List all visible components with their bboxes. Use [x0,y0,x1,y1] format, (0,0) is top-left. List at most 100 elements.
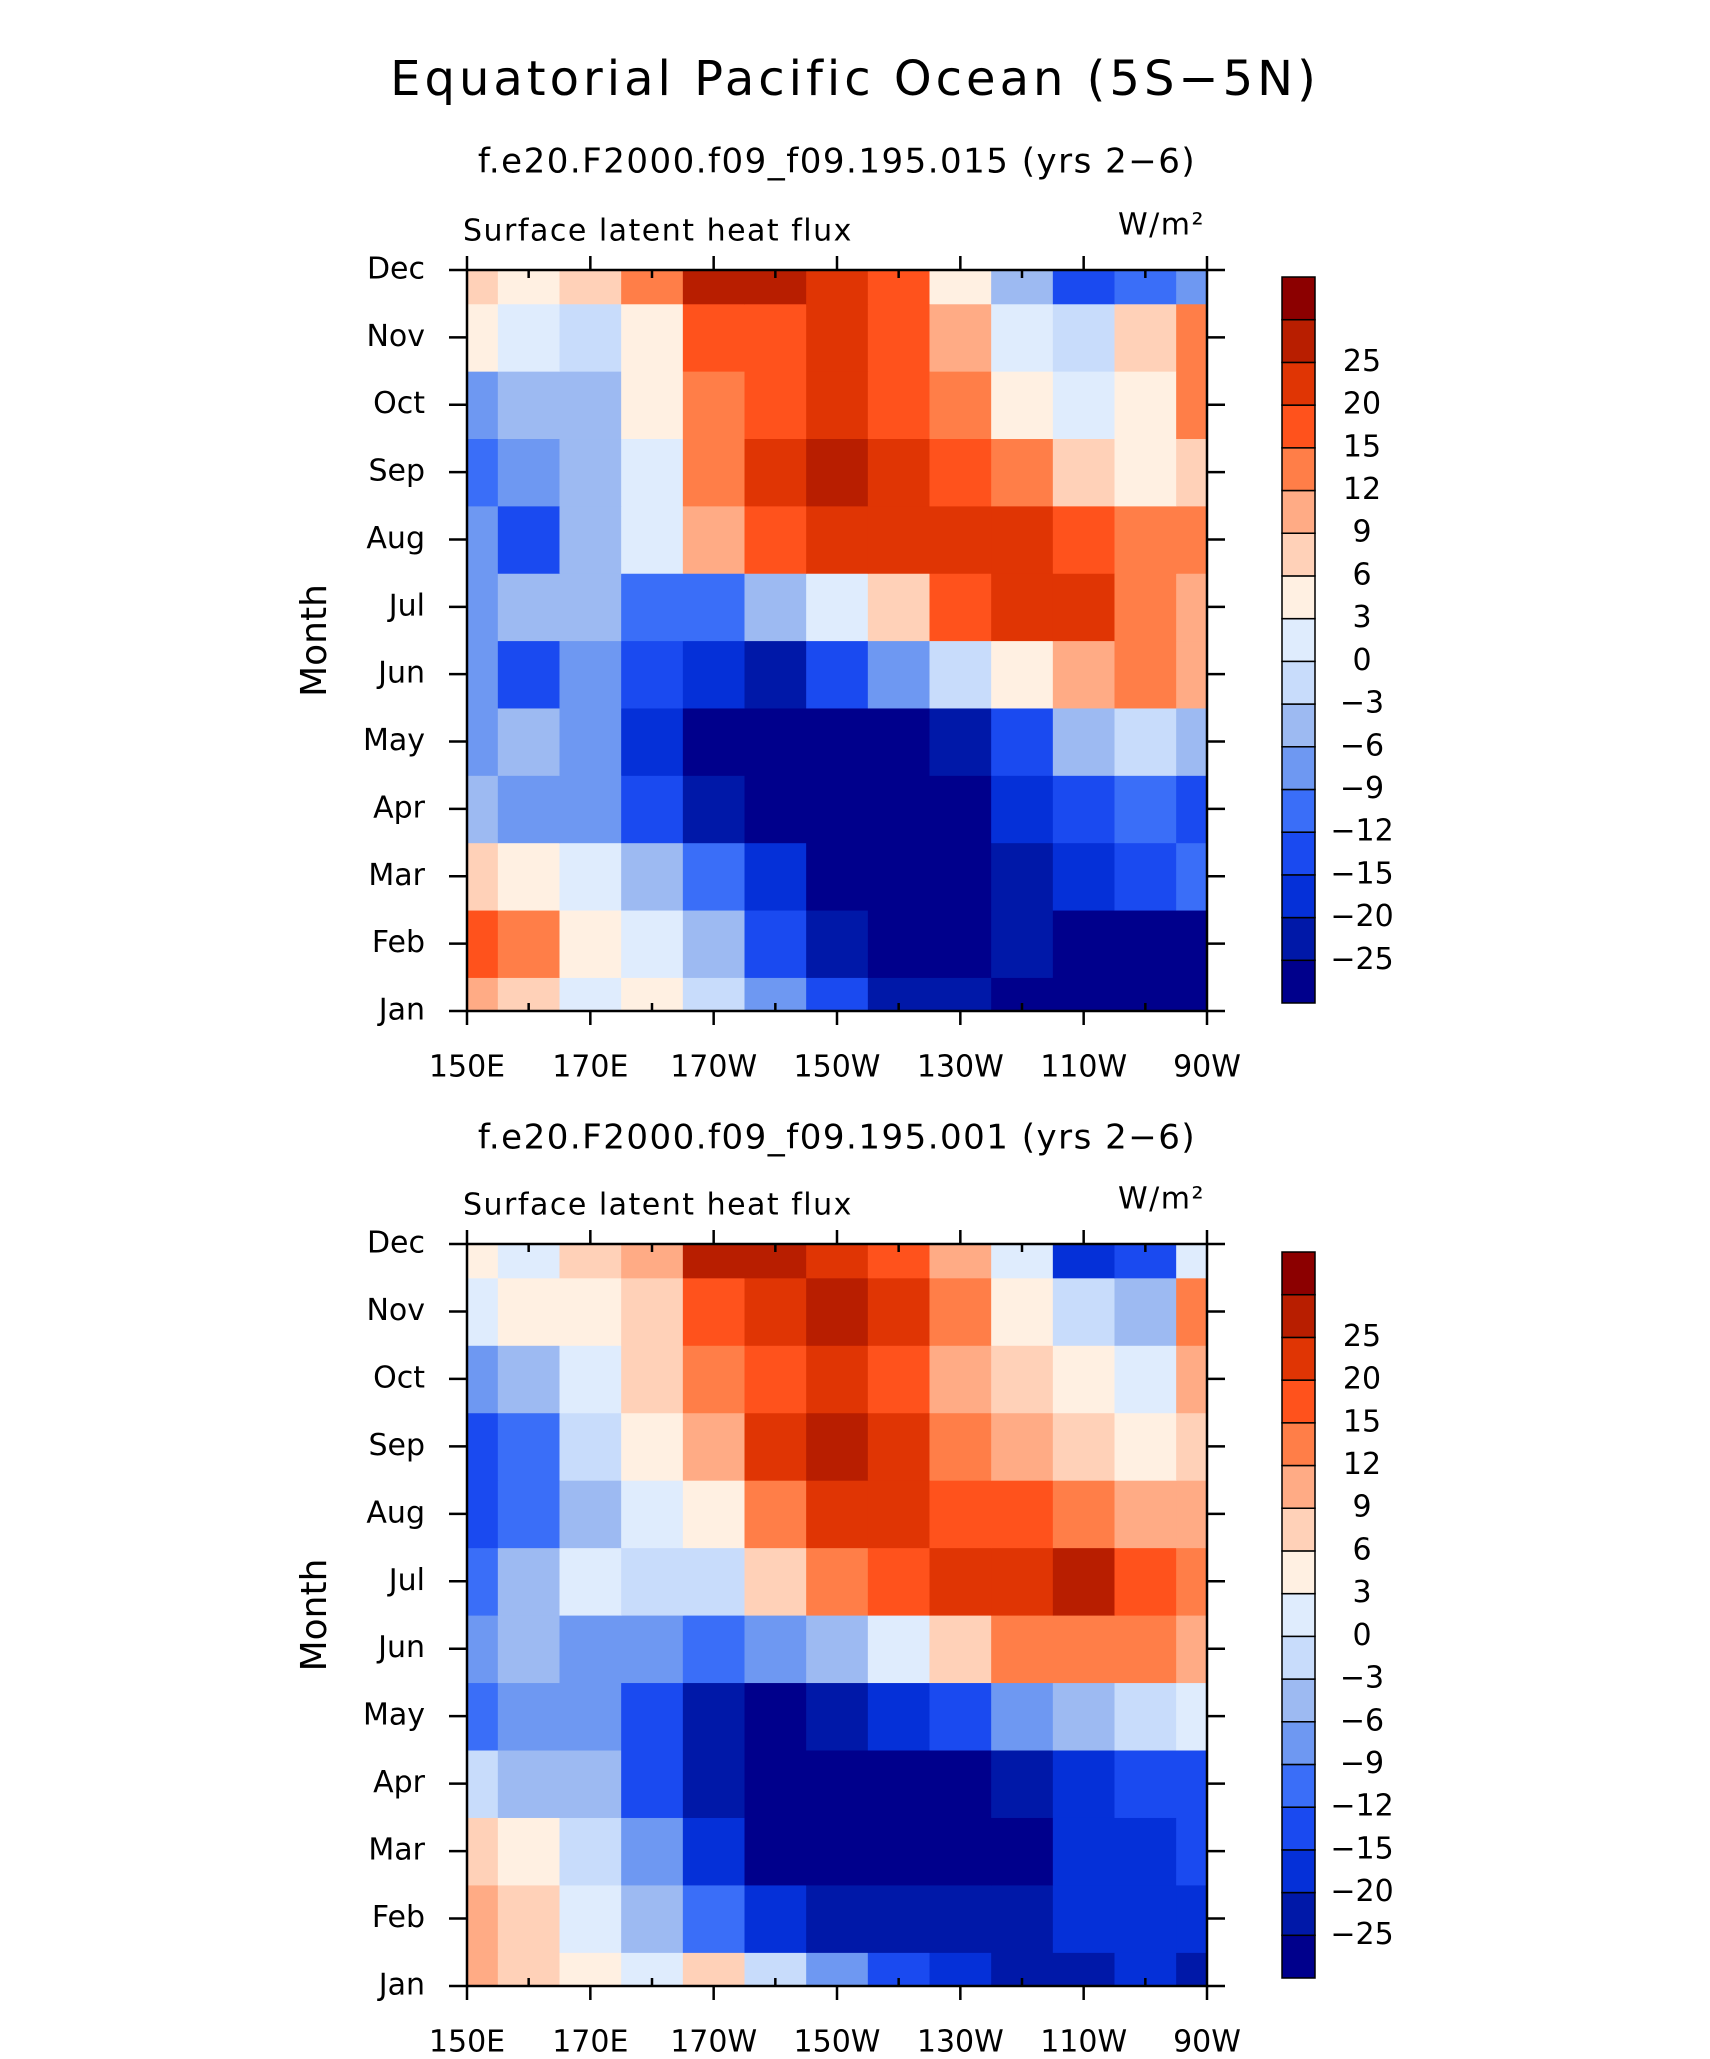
field-cell [867,1749,931,1818]
field-cell [929,1345,992,1414]
field-cell [621,438,684,507]
field-cell [497,303,561,372]
field-cell [1052,438,1116,507]
field-cell [467,1952,499,1986]
field-cell [497,438,561,507]
field-cell [1052,842,1116,911]
colorbar-box [1281,1251,1316,1296]
field-cell [991,1277,1054,1346]
field-cell [1176,640,1207,709]
colorbar-box [1281,1507,1316,1552]
y-tick-label: Nov [366,1293,425,1328]
field-cell [621,1615,684,1684]
colorbar-label: 15 [1343,1404,1381,1439]
x-tick-label: 130W [917,1050,1004,1085]
colorbar-box [1281,361,1316,406]
field-cell [867,1412,931,1481]
field-cell [1176,505,1207,574]
field-cell [1114,1884,1177,1953]
field-cell [497,842,561,911]
y-tick-label: Feb [372,1900,425,1935]
field-cell [682,842,746,911]
field-cell [1114,1547,1177,1616]
y-tick-label: Aug [366,1495,425,1530]
field-cell [929,1884,992,1953]
field-cell [467,1682,499,1751]
y-tick-label: Dec [367,252,425,287]
field-cell [1176,1884,1207,1953]
field-cell [559,1615,622,1684]
field-cell [497,573,561,642]
field-cell [497,1547,561,1616]
field-cell [467,977,499,1011]
field-cell [929,505,992,574]
field-cell [1052,775,1116,844]
x-tick-label: 170E [552,2025,628,2059]
field-cell [497,1884,561,1953]
field-cell [1052,573,1116,642]
field-cell [467,1615,499,1684]
colorbar-label: −25 [1330,1917,1393,1952]
field-cell [867,1615,931,1684]
field-cell [744,573,807,642]
field-cell [991,505,1054,574]
field-cell [867,438,931,507]
colorbar-box [1281,1293,1316,1339]
field-cell [621,1412,684,1481]
field-cell [929,842,992,911]
field-cell [682,1817,746,1886]
y-tick-label: Oct [373,1360,425,1395]
colorbar-box [1281,532,1316,577]
colorbar-label: −15 [1330,856,1393,891]
field-cell [1052,1615,1116,1684]
colorbar-box [1281,660,1316,705]
units-label: W/m² [1118,208,1205,243]
field-cell [621,1345,684,1414]
field [467,270,1207,1011]
field-cell [682,1749,746,1818]
field-cell [467,707,499,776]
field-cell [806,1480,869,1549]
field-cell [682,1345,746,1414]
field-cell [929,977,992,1011]
y-tick-label: Apr [373,1765,426,1800]
field-cell [1114,909,1177,978]
colorbar-label: 9 [1352,1490,1371,1525]
x-tick-label: 130W [917,2025,1004,2059]
field-cell [497,1277,561,1346]
field-cell [867,505,931,574]
field-cell [621,1277,684,1346]
field-cell [1052,1480,1116,1549]
field-cell [559,438,622,507]
field-cell [1114,1412,1177,1481]
field-cell [682,303,746,372]
field-cell [1114,640,1177,709]
field-cell [1176,1412,1207,1481]
colorbar-box [1281,874,1316,919]
field-cell [497,1615,561,1684]
colorbar-label: −20 [1330,1874,1393,1909]
y-tick-label: Aug [366,521,425,556]
y-tick-label: Jan [377,993,425,1028]
y-axis-title: Month [294,584,335,697]
field-cell [991,1547,1054,1616]
field-cell [744,1884,807,1953]
field-cell [621,909,684,978]
y-tick-label: Sep [368,454,425,489]
colorbar-box [1281,575,1316,620]
colorbar-box [1281,831,1316,876]
field-cell [1114,1615,1177,1684]
field-cell [991,371,1054,440]
units-label: W/m² [1118,1182,1205,1217]
field-cell [929,303,992,372]
field-cell [497,1682,561,1751]
subtitle: f.e20.F2000.f09_f09.195.015 (yrs 2−6) [478,142,1196,182]
field-cell [559,775,622,844]
y-tick-label: Nov [366,319,425,354]
colorbar-box [1281,1422,1316,1467]
field-cell [867,1682,931,1751]
field-cell [991,1817,1054,1886]
colorbar-label: 12 [1343,1447,1381,1482]
field-cell [806,775,869,844]
